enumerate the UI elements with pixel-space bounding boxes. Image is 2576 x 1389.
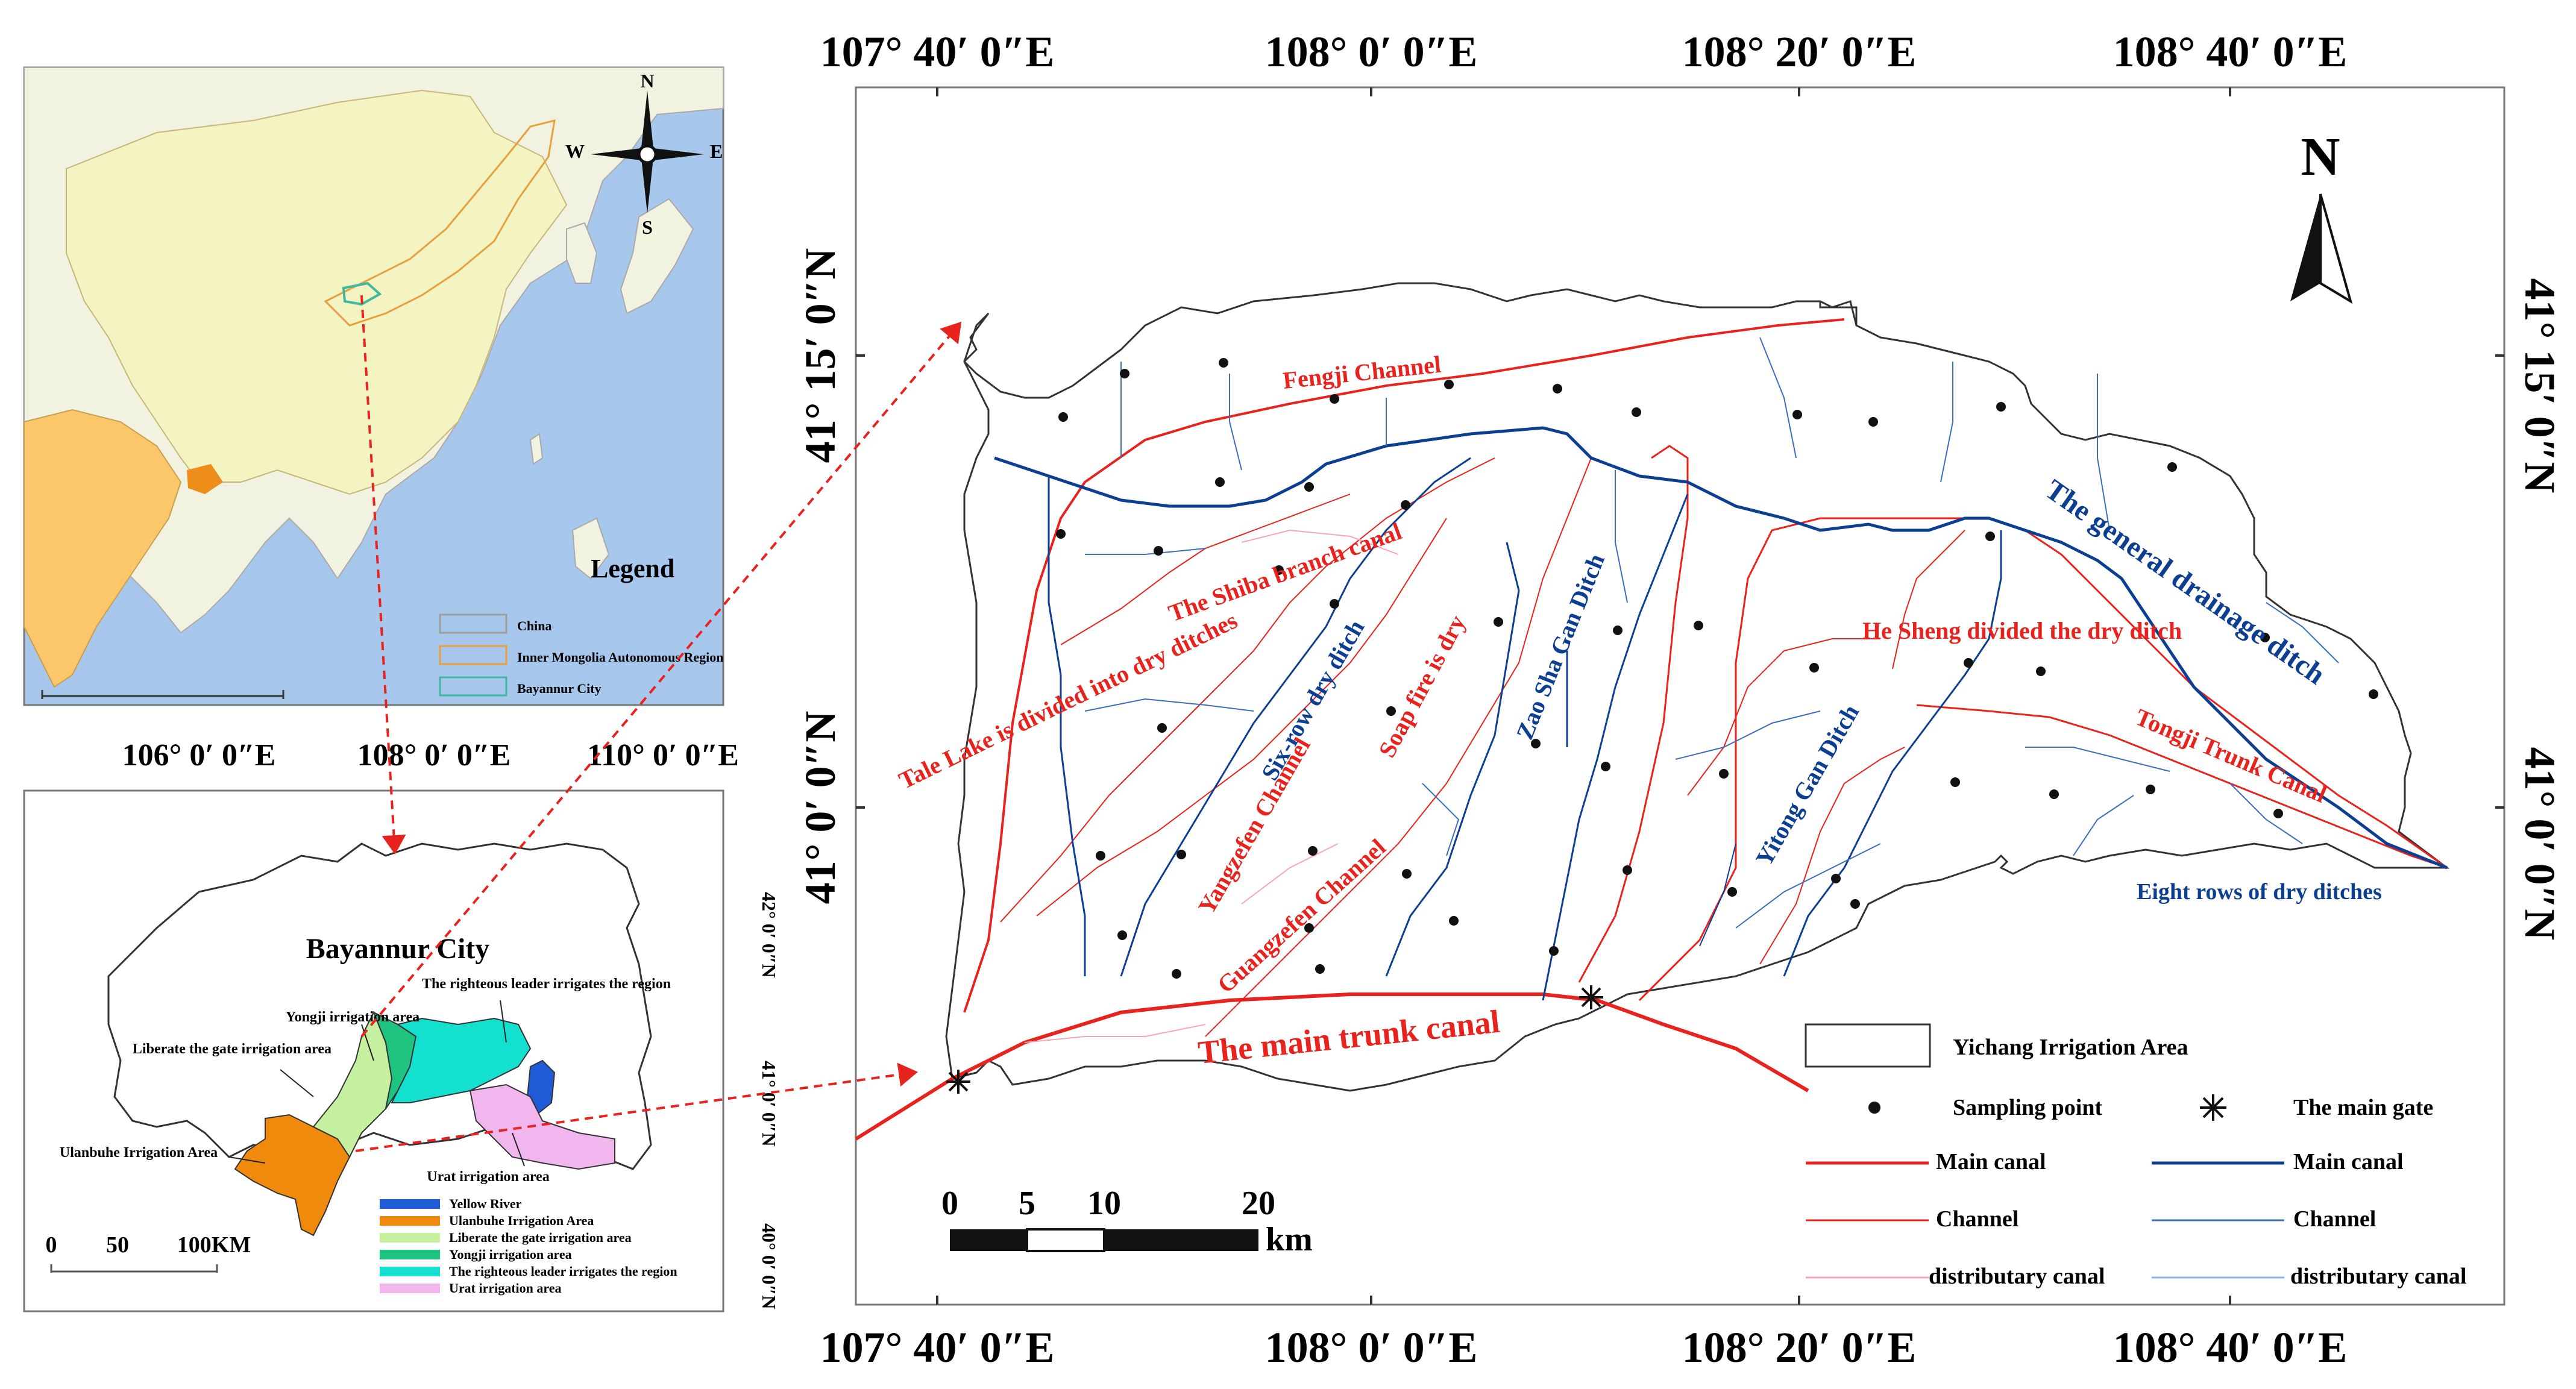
bottom-lon-4: 108° 40′ 0″E	[2113, 1323, 2348, 1372]
legend-sampling: Sampling point	[1953, 1095, 2102, 1120]
legend-swatch-yellow-river	[380, 1199, 440, 1209]
legend-gate: The main gate	[2293, 1095, 2433, 1120]
top-lon-3: 108° 20′ 0″E	[1682, 28, 1917, 76]
scale-tick-5: 5	[1019, 1185, 1035, 1222]
compass-s: S	[642, 216, 653, 238]
legend-label-china: China	[517, 618, 551, 633]
sampling-points	[1056, 358, 2378, 979]
scale-unit: km	[1266, 1221, 1313, 1258]
bayannur-lat-40: 40° 0′ 0″N	[758, 1223, 780, 1309]
main-gate-icon	[946, 985, 1603, 1094]
label-hesheng: He Sheng divided the dry ditch	[1862, 617, 2182, 644]
legend-swatch-bayannur	[439, 676, 507, 697]
china-lon-label-106: 106° 0′ 0″E	[122, 738, 276, 773]
legend-swatch-area	[1805, 1023, 1931, 1068]
bayannur-lat-41: 41° 0′ 0″N	[758, 1061, 780, 1147]
area-label-ulanbuhe: Ulanbuhe Irrigation Area	[60, 1145, 218, 1161]
north-arrow-icon	[2290, 193, 2353, 304]
legend-yellow-river: Yellow River	[449, 1196, 522, 1211]
compass-e: E	[710, 140, 723, 162]
legend-red-channel: Channel	[1936, 1206, 2018, 1232]
legend-swatch-righteous	[380, 1267, 440, 1276]
china-lon-label-108: 108° 0′ 0″E	[357, 738, 511, 773]
legend-label-inner-mongolia: Inner Mongolia Autonomous Region	[517, 650, 723, 665]
scale-tick-10: 10	[1087, 1185, 1121, 1222]
bayannur-scale-100: 100KM	[177, 1232, 251, 1258]
bottom-lon-1: 107° 40′ 0″E	[820, 1323, 1055, 1372]
bayannur-title: Bayannur City	[306, 933, 490, 965]
china-legend-title: Legend	[591, 554, 674, 583]
right-lat-1: 41° 15′ 0″N	[2516, 278, 2564, 494]
legend-gate-icon	[2200, 1094, 2226, 1121]
legend-area: Yichang Irrigation Area	[1953, 1035, 2188, 1060]
bottom-lon-2: 108° 0′ 0″E	[1265, 1323, 1478, 1372]
top-lon-4: 108° 40′ 0″E	[2113, 28, 2348, 76]
legend-blue-channel: Channel	[2293, 1206, 2376, 1232]
legend-swatch-urat	[380, 1284, 440, 1293]
scale-bar-segment-1	[950, 1229, 1027, 1251]
connector-arrow-bottom	[355, 1062, 918, 1152]
bayannur-panel: Bayannur City Yongji irrigation area The…	[23, 789, 724, 1312]
legend-sampling-icon	[1868, 1102, 1880, 1114]
legend-swatch-liberate	[380, 1233, 440, 1243]
scale-bar-segment-3	[1104, 1229, 1258, 1251]
legend-red-distributary: distributary canal	[1929, 1264, 2105, 1289]
main-map-panel: N Fengji Channel The Shiba branch canal …	[855, 86, 2505, 1306]
compass-rose-icon	[591, 90, 704, 213]
top-lon-2: 108° 0′ 0″E	[1265, 28, 1478, 76]
bayannur-scale-50: 50	[106, 1232, 129, 1258]
compass-n: N	[640, 70, 654, 92]
legend-label-bayannur: Bayannur City	[517, 681, 602, 696]
connector-arrow-top	[360, 321, 962, 1038]
legend-righteous: The righteous leader irrigates the regio…	[449, 1264, 677, 1279]
legend-swatch-yongji	[380, 1250, 440, 1259]
right-lat-2: 41° 0′ 0″N	[2516, 747, 2564, 941]
north-label: N	[2301, 127, 2340, 187]
china-map-panel: N S E W Legend China Inner Mongolia Auto…	[23, 66, 724, 706]
compass-w: W	[565, 140, 585, 162]
area-label-yongji: Yongji irrigation area	[286, 1009, 419, 1025]
legend-ulanbuhe: Ulanbuhe Irrigation Area	[449, 1213, 594, 1228]
scale-tick-20: 20	[1242, 1185, 1275, 1222]
bayannur-lat-42: 42° 0′ 0″N	[758, 892, 780, 978]
legend-yongji: Yongji irrigation area	[449, 1247, 572, 1262]
area-label-righteous: The righteous leader irrigates the regio…	[422, 976, 671, 992]
legend-swatch-china	[439, 613, 507, 634]
connector-arrow-china-to-bayannur	[360, 295, 406, 854]
scale-tick-0: 0	[941, 1185, 958, 1222]
left-lat-2: 41° 0′ 0″N	[796, 711, 844, 905]
bottom-lon-3: 108° 20′ 0″E	[1682, 1323, 1917, 1372]
legend-red-main: Main canal	[1936, 1149, 2046, 1174]
top-lon-1: 107° 40′ 0″E	[820, 28, 1055, 76]
area-label-urat: Urat irrigation area	[427, 1169, 550, 1185]
area-label-liberate: Liberate the gate irrigation area	[133, 1041, 331, 1057]
bayannur-scale-0: 0	[46, 1232, 57, 1258]
label-eightrows: Eight rows of dry ditches	[2137, 879, 2382, 905]
china-lon-label-110: 110° 0′ 0″E	[587, 738, 739, 773]
yichang-irrigation-area	[945, 282, 2450, 1092]
left-lat-1: 41° 15′ 0″N	[796, 248, 844, 463]
legend-liberate: Liberate the gate irrigation area	[449, 1230, 632, 1245]
legend-blue-main: Main canal	[2293, 1149, 2404, 1174]
legend-swatch-ulanbuhe	[380, 1216, 440, 1226]
legend-urat: Urat irrigation area	[449, 1281, 562, 1296]
scale-bar-segment-2	[1026, 1228, 1105, 1252]
legend-blue-distributary: distributary canal	[2290, 1264, 2466, 1289]
legend-swatch-inner-mongolia	[439, 645, 507, 665]
